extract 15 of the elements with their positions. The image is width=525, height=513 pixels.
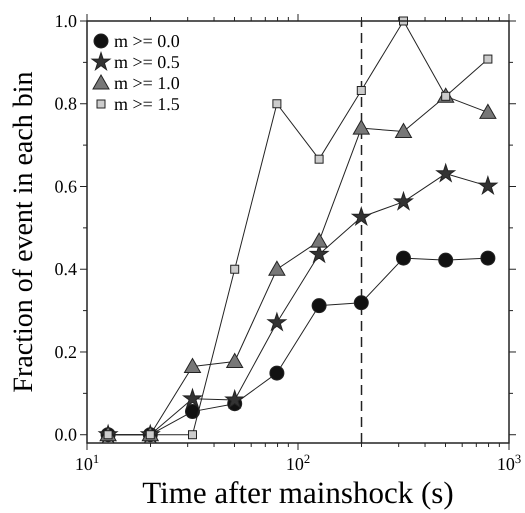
x-tick-label: 10$^{3}$ [496,452,522,474]
y-tick-label: 0.0 [54,424,77,445]
y-tick-label: 1.0 [54,11,77,31]
y-tick-label: 0.2 [54,342,77,362]
y-tick-label: 0.6 [54,176,77,196]
x-tick-label: 10$^{1}$ [74,452,100,474]
legend-label: m >= 0.0 [114,31,180,51]
y-axis-title: Fraction of event in each bin [8,71,39,393]
x-axis-title: Time after mainshock (s) [142,475,454,510]
x-tick-label: 10$^{2}$ [286,452,310,474]
y-tick-label: 0.8 [54,94,77,114]
legend-label: m >= 0.5 [114,52,180,72]
y-tick-label: 0.4 [54,259,77,280]
legend-label: m >= 1.5 [114,94,180,114]
legend-label: m >= 1.0 [114,73,180,93]
